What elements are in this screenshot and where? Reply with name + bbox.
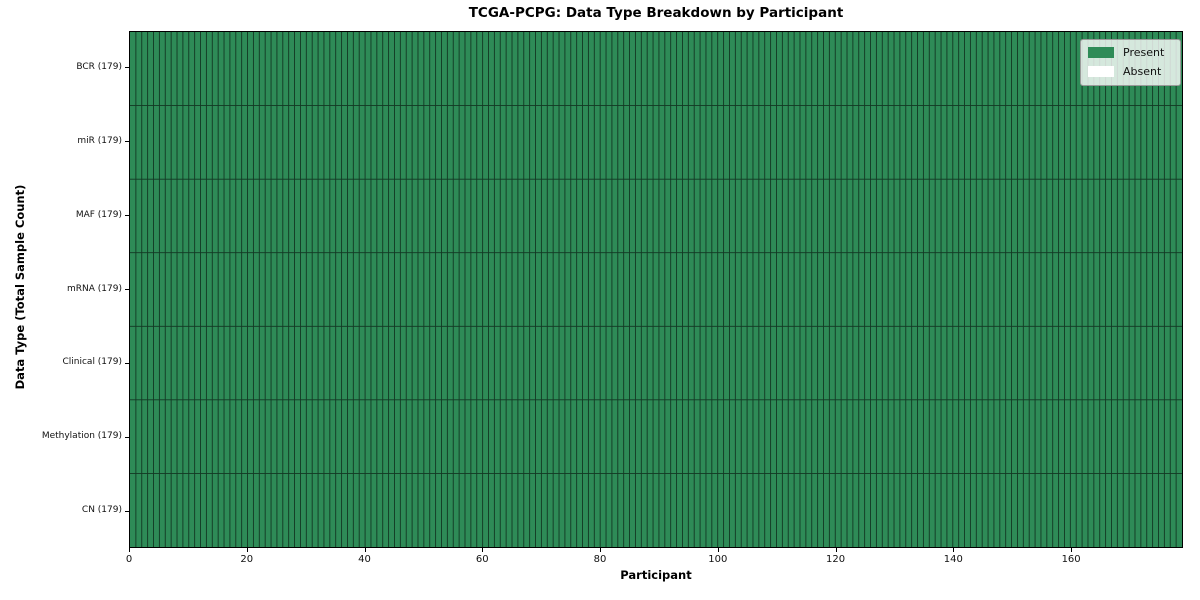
x-tick-mark — [482, 548, 484, 552]
x-tick-label: 60 — [475, 554, 489, 565]
x-tick-label: 40 — [358, 554, 371, 565]
y-tick-label: MAF (179) — [75, 209, 122, 220]
y-tick-label: mRNA (179) — [67, 283, 122, 294]
legend-label-present: Present — [1123, 46, 1165, 59]
x-tick-mark — [246, 548, 248, 552]
x-axis-label: Participant — [620, 568, 692, 582]
y-tick-label: Clinical (179) — [62, 357, 122, 368]
x-tick-mark — [129, 548, 130, 552]
y-tick-label: miR (179) — [77, 135, 122, 146]
legend-label-absent: Absent — [1123, 65, 1162, 78]
x-tick-mark — [717, 548, 719, 552]
x-tick-mark — [1071, 548, 1073, 552]
x-tick-mark — [364, 548, 366, 552]
y-tick-label: Methylation (179) — [41, 431, 122, 442]
x-tick-mark — [835, 548, 837, 552]
x-tick-label: 0 — [125, 554, 133, 565]
y-tick-mark — [125, 215, 129, 217]
y-tick-mark — [125, 510, 129, 512]
heatmap-cells-present — [130, 32, 1182, 547]
y-tick-mark — [125, 67, 129, 69]
legend-swatch-absent-icon — [1088, 66, 1114, 77]
legend-item-present: Present — [1088, 46, 1172, 59]
y-tick-label: CN (179) — [81, 505, 122, 516]
legend-item-absent: Absent — [1088, 65, 1172, 78]
x-tick-label: 20 — [240, 554, 254, 565]
x-tick-label: 120 — [826, 554, 846, 565]
y-tick-mark — [125, 289, 129, 290]
y-tick-label: BCR (179) — [76, 61, 122, 72]
y-tick-mark — [125, 141, 129, 143]
legend: Present Absent — [1080, 39, 1181, 86]
x-tick-label: 140 — [943, 554, 963, 565]
x-tick-mark — [953, 548, 955, 552]
y-tick-mark — [125, 436, 129, 438]
x-tick-label: 160 — [1061, 554, 1081, 565]
x-tick-label: 80 — [593, 554, 607, 565]
plot-area — [129, 31, 1183, 548]
chart-title: TCGA-PCPG: Data Type Breakdown by Partic… — [468, 5, 844, 21]
x-tick-mark — [600, 548, 602, 552]
cell-edge-grid — [130, 32, 1182, 547]
y-tick-mark — [125, 362, 129, 364]
x-tick-label: 100 — [708, 554, 728, 565]
heatmap-grid — [130, 32, 1182, 547]
legend-swatch-present-icon — [1088, 47, 1114, 58]
